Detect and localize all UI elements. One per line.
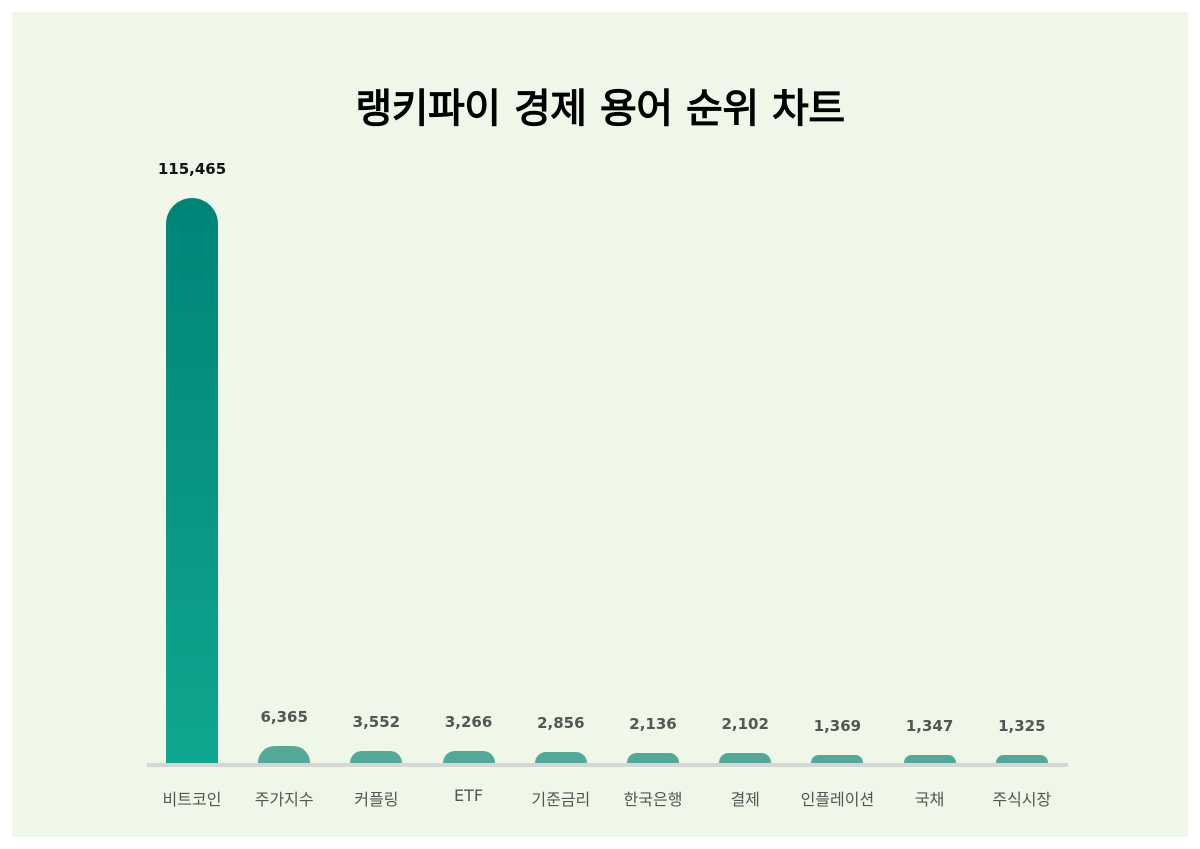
category-label: 비트코인 [162, 790, 222, 809]
bar-5 [627, 753, 679, 763]
x-axis-baseline [147, 763, 1068, 767]
value-label: 6,365 [260, 708, 308, 727]
value-label: 115,465 [157, 160, 227, 178]
category-label: 주식시장 [992, 790, 1052, 809]
bar-8 [903, 755, 956, 763]
category-label: 주가지수 [254, 790, 314, 809]
bar-1 [258, 746, 311, 763]
bar-0 [166, 198, 218, 763]
value-label: 1,325 [998, 717, 1046, 736]
chart-title: 랭키파이 경제 용어 순위 차트 [355, 86, 845, 132]
value-label: 2,102 [721, 715, 769, 734]
bar-7 [811, 755, 864, 763]
value-label: 1,347 [905, 717, 954, 736]
value-label: 3,266 [444, 713, 493, 732]
category-label: 국채 [914, 790, 945, 809]
category-label: 한국은행 [623, 790, 683, 809]
bar-4 [534, 751, 587, 763]
bar-3 [442, 751, 495, 763]
category-label: ETF [454, 786, 484, 805]
value-label: 2,136 [629, 715, 677, 734]
value-label: 1,369 [813, 717, 862, 736]
category-label: 결제 [730, 790, 760, 809]
value-label: 3,552 [352, 712, 401, 731]
category-label: 인플레이션 [800, 790, 875, 809]
bar-6 [719, 753, 772, 763]
category-label: 커플링 [354, 790, 399, 809]
category-label: 기준금리 [531, 790, 591, 809]
bar-9 [995, 755, 1048, 763]
bar-2 [350, 750, 403, 763]
value-label: 2,856 [537, 713, 585, 732]
